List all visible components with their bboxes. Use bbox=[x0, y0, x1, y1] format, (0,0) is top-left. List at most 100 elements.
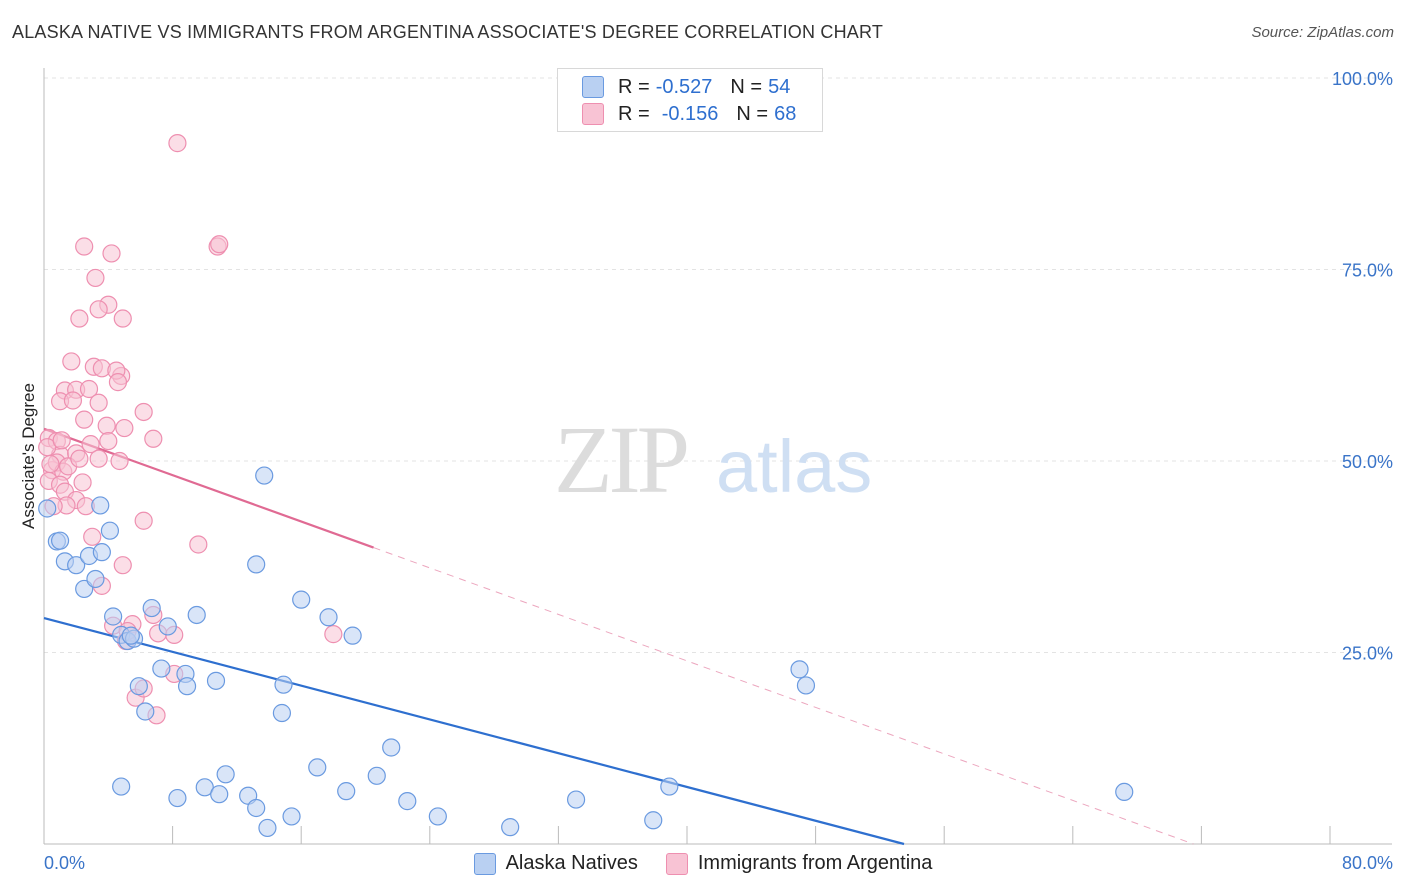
argentina-point bbox=[89, 300, 108, 319]
argentina-point bbox=[97, 416, 116, 435]
argentina-point bbox=[79, 379, 99, 399]
alaska-native-point bbox=[121, 626, 140, 645]
alaska-native-point bbox=[319, 608, 338, 627]
legend-r-label: R = bbox=[618, 75, 650, 98]
alaska-native-point bbox=[566, 790, 586, 809]
legend-row-argentina: R = -0.156 N = 68 bbox=[582, 101, 796, 127]
alaska-native-point bbox=[255, 466, 274, 485]
alaska-native-point bbox=[67, 556, 86, 575]
argentina-point bbox=[108, 373, 128, 392]
alaska-native-point bbox=[382, 738, 401, 757]
trend-lines bbox=[43, 427, 1194, 846]
argentina-point bbox=[83, 527, 102, 546]
alaska-native-point bbox=[247, 798, 266, 818]
legend-r-value: -0.527 bbox=[655, 75, 713, 98]
alaska-native-point bbox=[337, 782, 356, 801]
watermark-atlas: atlas bbox=[716, 425, 872, 508]
alaska-native-point bbox=[501, 818, 520, 837]
gridlines bbox=[44, 77, 1392, 653]
argentina-point bbox=[144, 429, 163, 448]
legend-n-value: 68 bbox=[774, 102, 797, 125]
legend-label-argentina: Immigrants from Argentina bbox=[697, 852, 933, 874]
legend-r-label: R = bbox=[618, 102, 650, 125]
alaska-native-point bbox=[158, 617, 177, 636]
legend-item-alaska-natives[interactable]: Alaska Natives bbox=[473, 852, 638, 875]
alaska-native-point bbox=[112, 777, 131, 796]
argentina-point bbox=[81, 435, 100, 454]
series-legend: Alaska Natives Immigrants from Argentina bbox=[0, 852, 1406, 875]
argentina-point bbox=[113, 556, 132, 575]
legend-n-value: 54 bbox=[768, 75, 791, 98]
argentina-point bbox=[63, 391, 83, 410]
alaska-native-point bbox=[796, 676, 816, 695]
alaska-native-point bbox=[282, 807, 301, 826]
alaska-native-point bbox=[136, 702, 155, 721]
argentina-point bbox=[89, 393, 108, 412]
legend-swatch-blue bbox=[473, 852, 496, 875]
argentina-point bbox=[168, 134, 187, 153]
legend-n-label: N = bbox=[730, 75, 763, 98]
argentina-point bbox=[89, 449, 108, 468]
argentina-point bbox=[99, 431, 118, 451]
alaska-natives-trend-line bbox=[43, 616, 905, 846]
alaska-native-point bbox=[168, 788, 187, 808]
argentina-point bbox=[134, 511, 153, 530]
alaska-native-point bbox=[100, 521, 120, 540]
alaska-native-point bbox=[790, 660, 809, 679]
tick-labels: 100.0% 75.0% 50.0% 25.0% 0.0% 80.0% bbox=[44, 69, 1393, 873]
argentina-point bbox=[86, 268, 105, 288]
alaska-native-point bbox=[428, 807, 447, 826]
legend-n-label: N = bbox=[736, 102, 769, 125]
alaska-native-point bbox=[367, 766, 386, 785]
source-label: Source: ZipAtlas.com bbox=[1251, 24, 1394, 41]
stats-legend: R = -0.527 N = 54 R = -0.156 N = 68 bbox=[557, 68, 823, 132]
alaska-native-point bbox=[258, 818, 277, 838]
x-tick-label: 80.0% bbox=[1342, 853, 1393, 873]
argentina-point bbox=[62, 352, 81, 371]
alaska-native-point bbox=[272, 703, 292, 723]
argentina-trend-line bbox=[43, 427, 374, 549]
data-points bbox=[38, 134, 1134, 838]
legend-item-argentina[interactable]: Immigrants from Argentina bbox=[665, 852, 933, 875]
argentina-point bbox=[70, 449, 89, 468]
argentina-point bbox=[70, 309, 89, 328]
y-axis-label: Associate's Degree bbox=[19, 383, 38, 529]
argentina-point bbox=[73, 473, 92, 492]
argentina-point bbox=[52, 431, 71, 450]
alaska-native-point bbox=[216, 765, 235, 784]
argentina-point bbox=[102, 244, 121, 263]
legend-swatch-pink bbox=[582, 103, 604, 125]
chart-title: ALASKA NATIVE VS IMMIGRANTS FROM ARGENTI… bbox=[12, 22, 884, 42]
legend-r-value: -0.156 bbox=[661, 102, 719, 125]
legend-swatch-blue bbox=[582, 76, 604, 98]
alaska-native-point bbox=[247, 555, 266, 574]
argentina-point bbox=[324, 625, 343, 644]
alaska-native-point bbox=[660, 777, 679, 796]
alaska-native-point bbox=[104, 607, 123, 626]
y-tick-label: 100.0% bbox=[1332, 69, 1393, 89]
alaska-native-point bbox=[187, 605, 206, 625]
y-tick-label: 50.0% bbox=[1342, 452, 1393, 472]
alaska-native-point bbox=[91, 496, 110, 515]
y-tick-label: 75.0% bbox=[1342, 261, 1393, 281]
argentina-point bbox=[115, 418, 134, 438]
alaska-native-point bbox=[152, 659, 171, 678]
x-tick-label: 0.0% bbox=[44, 853, 85, 873]
legend-swatch-pink bbox=[665, 852, 688, 875]
watermark: ZIP atlas bbox=[554, 406, 872, 513]
argentina-point bbox=[113, 309, 132, 328]
alaska-native-point bbox=[644, 811, 663, 830]
argentina-point bbox=[75, 237, 94, 256]
alaska-native-point bbox=[177, 677, 197, 696]
argentina-point bbox=[75, 410, 94, 429]
alaska-native-point bbox=[274, 675, 293, 694]
alaska-native-point bbox=[92, 543, 111, 562]
alaska-native-point bbox=[308, 758, 327, 777]
alaska-native-point bbox=[292, 590, 311, 609]
alaska-native-point bbox=[1115, 782, 1134, 802]
argentina-point bbox=[110, 451, 129, 471]
y-tick-label: 25.0% bbox=[1342, 644, 1393, 664]
alaska-native-point bbox=[398, 792, 417, 811]
alaska-native-point bbox=[129, 677, 148, 696]
